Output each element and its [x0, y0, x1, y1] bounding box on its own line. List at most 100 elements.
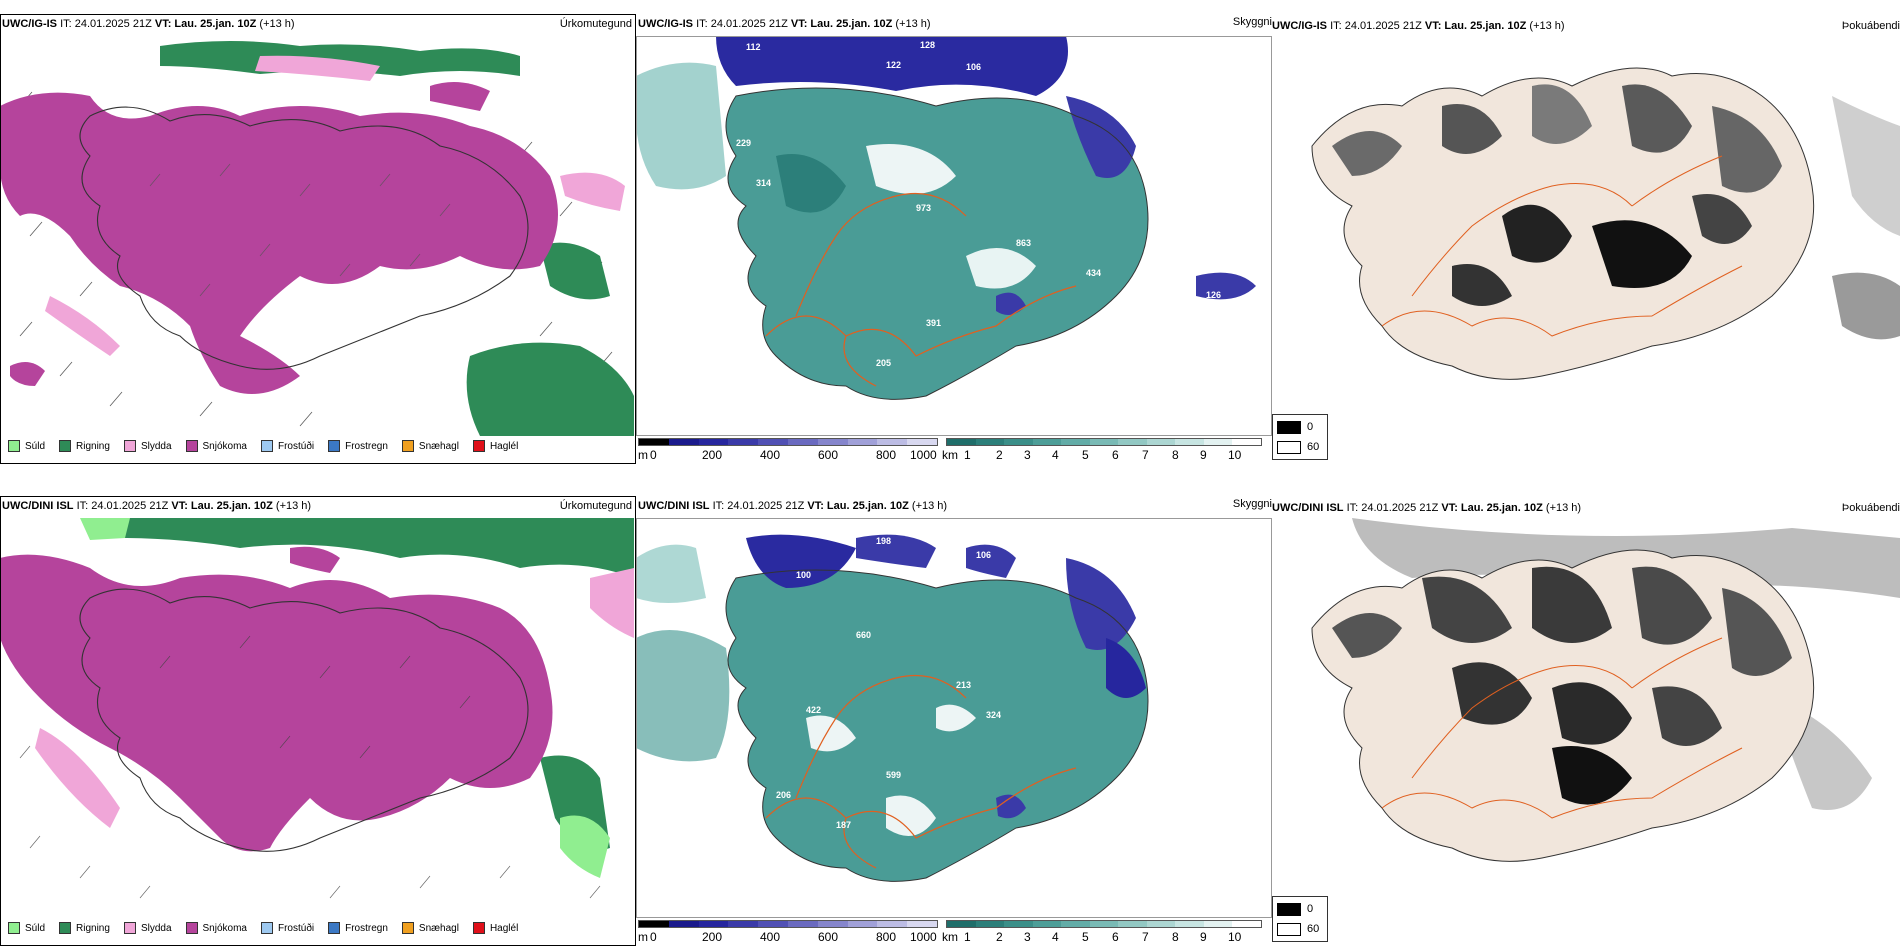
svg-text:863: 863 [1016, 238, 1031, 248]
svg-text:391: 391 [926, 318, 941, 328]
swatch [328, 922, 341, 934]
visibility-unit: km [942, 930, 958, 944]
model-name: UWC/DINI ISL [638, 500, 710, 512]
init-time: IT: 24.01.2025 21Z [696, 18, 788, 30]
ceiling-map: 495 198 100 106 660 422 213 324 599 206 187 147 [636, 518, 1272, 918]
legend-label: Snjókoma [202, 440, 247, 452]
fog-key-row2: 0 60 [1272, 896, 1328, 942]
swatch [59, 922, 72, 934]
svg-text:229: 229 [736, 138, 751, 148]
svg-text:314: 314 [756, 178, 771, 188]
legend-item-drizzle: Súld [8, 440, 45, 452]
panel-title-cloud: Skyggni [1232, 16, 1272, 28]
ceiling-tick: 600 [818, 448, 839, 462]
svg-text:973: 973 [916, 203, 931, 213]
ceiling-scale-bar [638, 920, 938, 928]
visibility-scale-bar [946, 438, 1262, 446]
ceiling-tick: 200 [702, 448, 723, 462]
model-name: UWC/DINI ISL [2, 500, 74, 512]
svg-text:660: 660 [856, 630, 871, 640]
precip-map [0, 36, 634, 436]
fog-panel-row2: UWC/DINI ISL IT: 24.01.2025 21Z VT: Lau.… [1272, 496, 1900, 896]
swatch [472, 922, 485, 934]
model-name: UWC/IG-IS [1272, 20, 1327, 32]
visibility-tick: 4 [1052, 448, 1059, 462]
svg-text:126: 126 [1206, 290, 1221, 300]
svg-text:495: 495 [746, 524, 761, 534]
valid-time: Lau. 25.jan. 10Z [1444, 20, 1527, 32]
fog-panel-row1: UWC/IG-IS IT: 24.01.2025 21Z VT: Lau. 25… [1272, 14, 1900, 414]
legend-label: Súld [25, 922, 46, 934]
svg-text:106: 106 [966, 62, 981, 72]
visibility-tick: 3 [1024, 930, 1031, 944]
ceiling-tick: 800 [876, 448, 897, 462]
valid-time: Lau. 25.jan. 10Z [190, 500, 273, 512]
precip-map [0, 518, 634, 918]
fog-key-light-label: 60 [1307, 923, 1320, 935]
ceiling-tick: 800 [876, 930, 897, 944]
fog-key-light-label: 60 [1307, 441, 1320, 453]
legend-label: Frostúði [277, 922, 315, 934]
legend-label: Snæhagl [418, 440, 459, 452]
valid-label: VT: [807, 500, 824, 512]
model-name: UWC/IG-IS [2, 18, 57, 30]
visibility-scale: km 1 2 3 4 5 6 7 8 9 10 [942, 438, 1262, 464]
ceiling-tick: 1000 [910, 448, 937, 462]
panel-header: UWC/DINI ISL IT: 24.01.2025 21Z VT: Lau.… [1272, 502, 1581, 515]
svg-text:106: 106 [976, 550, 991, 560]
visibility-tick: 2 [996, 930, 1003, 944]
ceiling-tick: 200 [702, 930, 723, 944]
visibility-tick: 10 [1228, 448, 1242, 462]
panel-header: UWC/DINI ISL IT: 24.01.2025 21Z VT: Lau.… [638, 500, 947, 513]
legend-item-hail: Haglél [472, 922, 518, 934]
legend-item-freezing-rain: Frostregn [328, 922, 388, 934]
ceiling-scale: m 0 200 400 600 800 1000 [638, 438, 938, 464]
fog-key-dark-label: 0 [1307, 421, 1314, 433]
svg-text:187: 187 [836, 820, 851, 830]
svg-text:434: 434 [1086, 268, 1101, 278]
ceiling-scale: m 0 200 400 600 800 1000 [638, 920, 938, 946]
swatch [401, 922, 414, 934]
ceiling-tick: 0 [650, 930, 657, 944]
ceiling-unit: m [638, 448, 648, 462]
fog-key-light-swatch [1277, 441, 1301, 454]
svg-text:205: 205 [876, 358, 891, 368]
precip-panel-row2: UWC/DINI ISL IT: 24.01.2025 21Z VT: Lau.… [0, 496, 636, 946]
visibility-tick: 1 [964, 448, 971, 462]
ceiling-panel-row1: UWC/IG-IS IT: 24.01.2025 21Z VT: Lau. 25… [636, 14, 1272, 464]
fog-key-dark-label: 0 [1307, 903, 1314, 915]
ceiling-tick: 0 [650, 448, 657, 462]
legend-item-hail: Haglél [472, 440, 518, 452]
lead-time: (+13 h) [1545, 502, 1582, 514]
legend-label: Snæhagl [418, 922, 459, 934]
valid-label: VT: [154, 18, 172, 30]
lead-time: (+13 h) [895, 18, 931, 30]
visibility-tick: 8 [1172, 448, 1179, 462]
svg-text:324: 324 [986, 710, 1001, 720]
swatch [123, 922, 136, 934]
visibility-tick: 6 [1112, 930, 1119, 944]
swatch [472, 440, 485, 452]
legend-item-snow: Snjókoma [185, 440, 247, 452]
legend-label: Súld [25, 440, 46, 452]
valid-label: VT: [1424, 20, 1442, 32]
init-time: IT: 24.01.2025 21Z [712, 500, 805, 512]
valid-time: Lau. 25.jan. 10Z [174, 18, 257, 30]
model-name: UWC/IG-IS [638, 18, 693, 30]
visibility-tick: 5 [1082, 930, 1089, 944]
swatch [328, 440, 341, 452]
legend-label: Frostregn [345, 922, 388, 934]
valid-time: Lau. 25.jan. 10Z [826, 500, 909, 512]
panel-header: UWC/DINI ISL IT: 24.01.2025 21Z VT: Lau.… [2, 500, 311, 513]
svg-text:122: 122 [886, 60, 901, 70]
fog-key-light-swatch [1277, 923, 1301, 936]
fog-key-row1: 0 60 [1272, 414, 1328, 460]
swatch [185, 440, 198, 452]
visibility-tick: 8 [1172, 930, 1179, 944]
valid-label: VT: [171, 500, 188, 512]
visibility-tick: 9 [1200, 930, 1207, 944]
visibility-tick: 7 [1142, 448, 1149, 462]
panel-title-precip: Úrkomutegund [559, 500, 632, 512]
visibility-tick: 7 [1142, 930, 1149, 944]
svg-text:213: 213 [956, 680, 971, 690]
